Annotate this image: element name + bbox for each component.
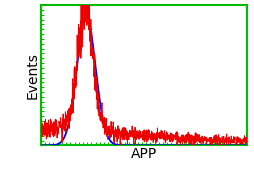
Y-axis label: Events: Events [25, 52, 39, 99]
X-axis label: APP: APP [131, 147, 156, 161]
